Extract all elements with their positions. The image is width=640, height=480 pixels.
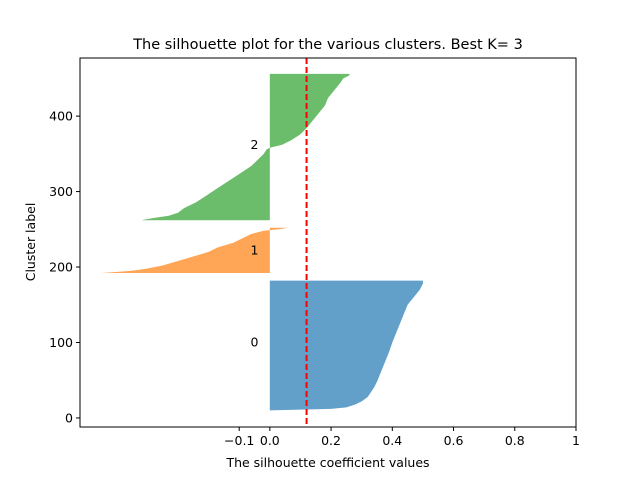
x-axis-label: The silhouette coefficient values — [225, 455, 429, 470]
cluster-1-label: 1 — [251, 242, 259, 257]
y-tick-label: 0 — [65, 410, 73, 425]
x-axis: −0.1 0.0 0.2 0.4 0.6 0.8 1 — [224, 427, 580, 448]
cluster-0-label: 0 — [251, 334, 259, 349]
x-tick-label: 0.8 — [505, 433, 525, 448]
x-tick-label: 1 — [572, 433, 580, 448]
y-axis: 0 100 200 300 400 — [49, 109, 80, 425]
y-tick-label: 400 — [49, 109, 73, 124]
chart-title: The silhouette plot for the various clus… — [132, 37, 523, 53]
axes-frame — [79, 57, 577, 428]
cluster-0-silhouette — [269, 280, 423, 411]
x-tick-label: 0.6 — [444, 433, 464, 448]
y-axis-label: Cluster label — [23, 203, 38, 282]
cluster-1-silhouette — [101, 227, 289, 274]
x-tick-label: 0.4 — [382, 433, 402, 448]
y-tick-label: 300 — [49, 184, 73, 199]
y-tick-label: 100 — [49, 335, 73, 350]
x-tick-label: 0.0 — [260, 433, 280, 448]
plot-area: 0 1 2 — [101, 58, 423, 427]
y-tick-label: 200 — [49, 260, 73, 275]
x-tick-label: −0.1 — [224, 433, 254, 448]
cluster-2-label: 2 — [251, 137, 259, 152]
cluster-2-silhouette — [141, 73, 350, 221]
x-tick-label: 0.2 — [321, 433, 341, 448]
